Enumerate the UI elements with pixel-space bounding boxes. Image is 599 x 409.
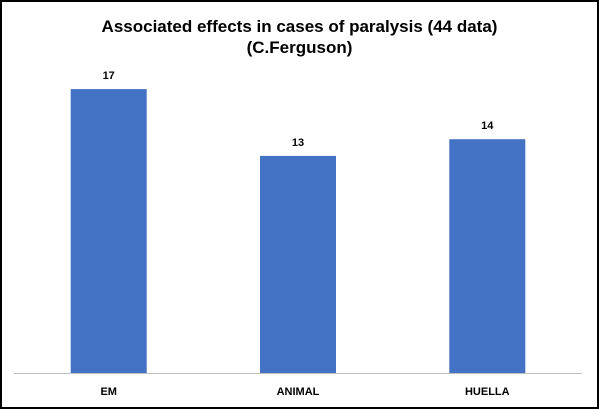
bar-em	[70, 89, 147, 373]
chart-title-block: Associated effects in cases of paralysis…	[2, 16, 597, 58]
data-label-animal: 13	[292, 137, 304, 149]
chart-title: Associated effects in cases of paralysis…	[101, 17, 498, 36]
x-tick-label-huella: HUELLA	[465, 386, 510, 398]
data-label-em: 17	[103, 70, 115, 82]
labels-group: 17 EM 13 ANIMAL 14 HUELLA	[100, 70, 509, 398]
x-tick-label-animal: ANIMAL	[277, 386, 320, 398]
bar-animal	[260, 155, 336, 373]
data-label-huella: 14	[481, 120, 494, 132]
x-tick-label-em: EM	[100, 386, 117, 398]
chart-subtitle: (C.Ferguson)	[246, 38, 353, 57]
bar-huella	[449, 139, 526, 373]
bars-group	[70, 89, 526, 373]
